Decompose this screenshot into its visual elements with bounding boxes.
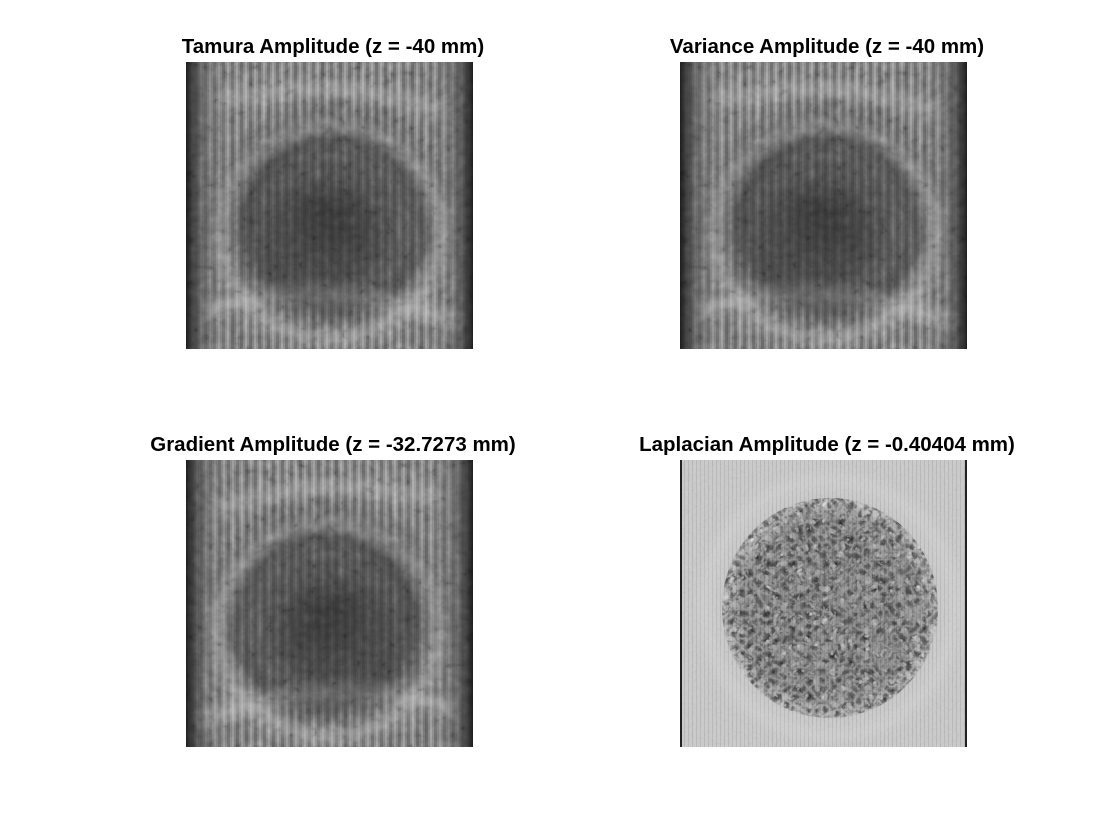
amplitude-image [186,460,473,747]
tamura-image [186,62,473,349]
amplitude-image [680,62,967,349]
laplacian-image [680,460,967,747]
panel-variance: Variance Amplitude (z = -40 mm) [602,35,1052,365]
panel-laplacian: Laplacian Amplitude (z = -0.40404 mm) [602,433,1052,763]
panel-title: Laplacian Amplitude (z = -0.40404 mm) [639,433,1015,456]
panel-tamura: Tamura Amplitude (z = -40 mm) [108,35,558,365]
panel-title: Tamura Amplitude (z = -40 mm) [181,35,485,58]
panel-title: Variance Amplitude (z = -40 mm) [669,35,985,58]
amplitude-image [680,460,967,747]
panel-title: Gradient Amplitude (z = -32.7273 mm) [150,433,516,456]
panel-gradient: Gradient Amplitude (z = -32.7273 mm) [108,433,558,763]
variance-image [680,62,967,349]
amplitude-image [186,62,473,349]
gradient-image [186,460,473,747]
